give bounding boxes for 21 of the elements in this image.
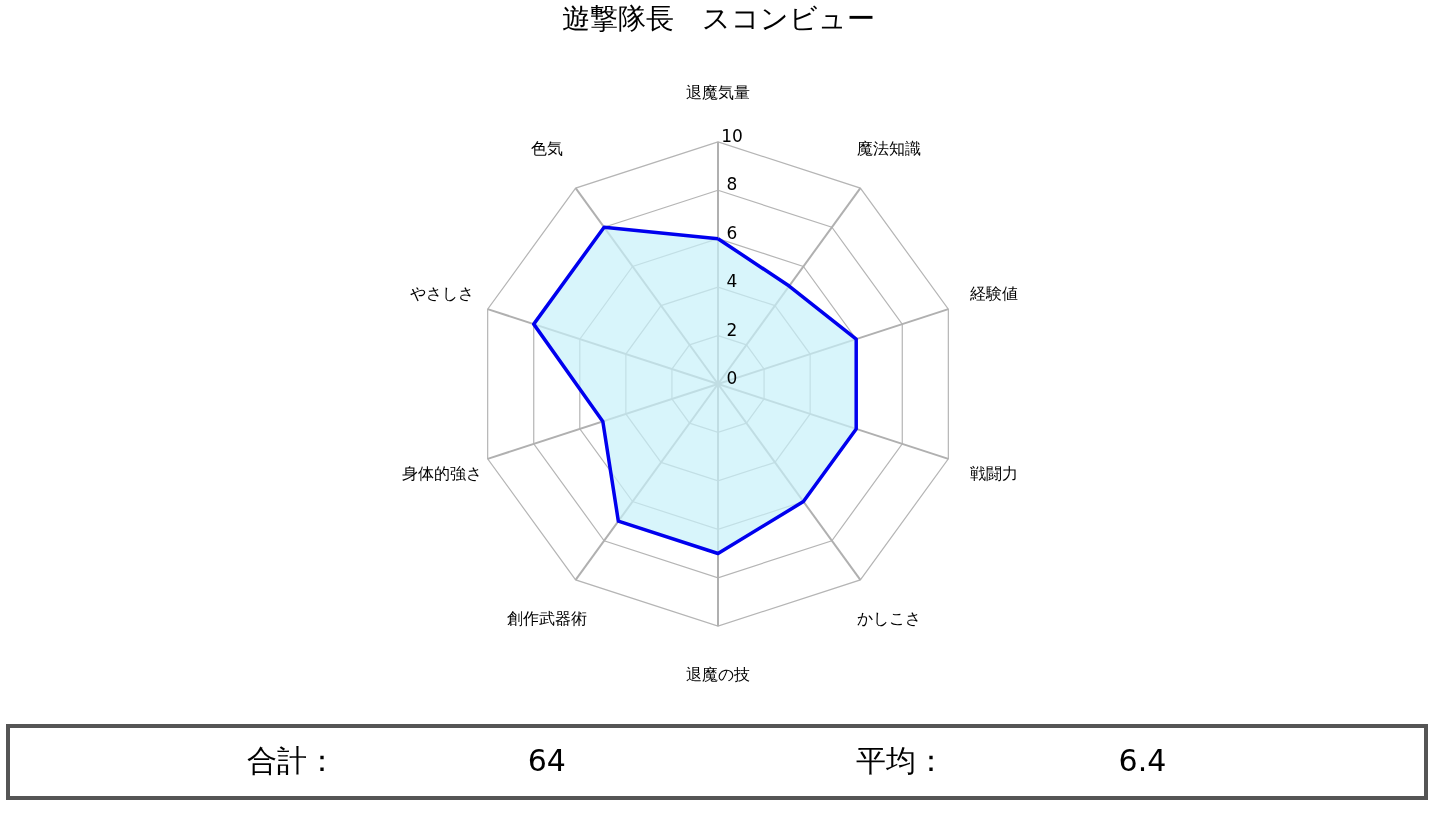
spoke-label: 創作武器術 <box>507 609 588 629</box>
y-tick-label: 0 <box>726 368 738 388</box>
spoke-label: 退魔の技 <box>686 664 750 684</box>
spoke-label: やさしさ <box>409 284 474 304</box>
spoke-label: かしこさ <box>856 609 921 629</box>
y-tick-label: 10 <box>721 125 743 146</box>
y-tick-label: 2 <box>726 319 738 340</box>
spoke-label: 色気 <box>531 138 564 158</box>
y-tick-label: 8 <box>726 174 738 195</box>
spoke-label: 戦闘力 <box>970 463 1019 483</box>
text: 平均： <box>856 743 947 778</box>
y-tick-label: 4 <box>726 271 738 292</box>
spoke-label: 身体的強さ <box>401 463 482 483</box>
spoke-label: 魔法知識 <box>856 138 921 158</box>
text: 64 <box>527 743 566 778</box>
spoke-label: 退魔気量 <box>686 83 750 103</box>
text: 合計： <box>246 743 337 778</box>
y-tick-label: 6 <box>726 222 738 243</box>
text: 6.4 <box>1118 743 1167 778</box>
spoke-label: 経験値 <box>969 284 1019 304</box>
chart-title: 遊撃隊長 スコンビュー <box>561 2 875 35</box>
